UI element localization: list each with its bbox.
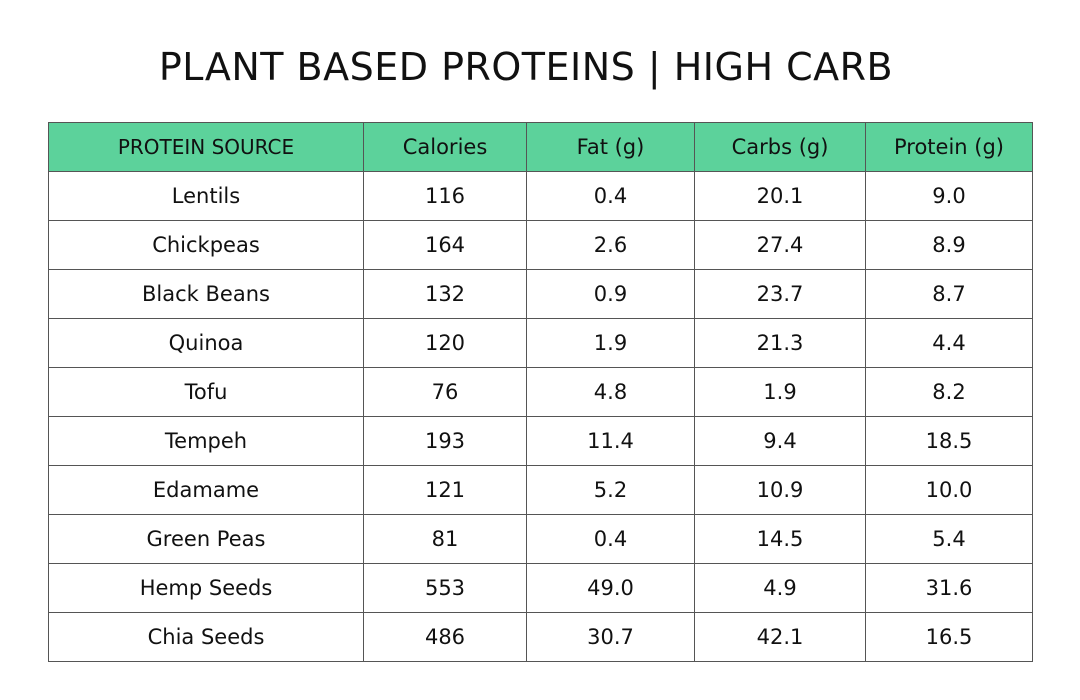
cell-carbs: 42.1 [694, 612, 866, 662]
cell-calories: 76 [363, 367, 527, 417]
protein-table-container: PROTEIN SOURCE Calories Fat (g) Carbs (g… [48, 122, 1033, 662]
cell-protein: 8.9 [865, 220, 1033, 270]
cell-source: Chia Seeds [48, 612, 364, 662]
cell-carbs: 27.4 [694, 220, 866, 270]
cell-protein: 5.4 [865, 514, 1033, 564]
table-row: Hemp Seeds 553 49.0 4.9 31.6 [48, 563, 1033, 613]
cell-protein: 8.7 [865, 269, 1033, 319]
cell-calories: 132 [363, 269, 527, 319]
cell-carbs: 1.9 [694, 367, 866, 417]
cell-source: Tofu [48, 367, 364, 417]
cell-fat: 30.7 [526, 612, 695, 662]
cell-protein: 9.0 [865, 171, 1033, 221]
table-row: Quinoa 120 1.9 21.3 4.4 [48, 318, 1033, 368]
protein-table: PROTEIN SOURCE Calories Fat (g) Carbs (g… [48, 122, 1033, 662]
page-title: PLANT BASED PROTEINS | HIGH CARB [158, 45, 894, 89]
cell-protein: 10.0 [865, 465, 1033, 515]
cell-protein: 16.5 [865, 612, 1033, 662]
cell-protein: 18.5 [865, 416, 1033, 466]
cell-source: Hemp Seeds [48, 563, 364, 613]
cell-source: Chickpeas [48, 220, 364, 270]
table-row: Black Beans 132 0.9 23.7 8.7 [48, 269, 1033, 319]
cell-source: Edamame [48, 465, 364, 515]
cell-protein: 8.2 [865, 367, 1033, 417]
cell-carbs: 20.1 [694, 171, 866, 221]
cell-carbs: 9.4 [694, 416, 866, 466]
cell-calories: 121 [363, 465, 527, 515]
header-carbs: Carbs (g) [694, 122, 866, 172]
cell-calories: 116 [363, 171, 527, 221]
cell-source: Quinoa [48, 318, 364, 368]
header-protein: Protein (g) [865, 122, 1033, 172]
cell-fat: 0.4 [526, 514, 695, 564]
cell-carbs: 23.7 [694, 269, 866, 319]
table-row: Tofu 76 4.8 1.9 8.2 [48, 367, 1033, 417]
cell-fat: 0.4 [526, 171, 695, 221]
table-row: Tempeh 193 11.4 9.4 18.5 [48, 416, 1033, 466]
cell-calories: 553 [363, 563, 527, 613]
cell-source: Green Peas [48, 514, 364, 564]
header-protein-source: PROTEIN SOURCE [48, 122, 364, 172]
cell-fat: 0.9 [526, 269, 695, 319]
cell-source: Tempeh [48, 416, 364, 466]
cell-calories: 81 [363, 514, 527, 564]
table-row: Lentils 116 0.4 20.1 9.0 [48, 171, 1033, 221]
cell-carbs: 21.3 [694, 318, 866, 368]
header-fat: Fat (g) [526, 122, 695, 172]
cell-protein: 31.6 [865, 563, 1033, 613]
cell-fat: 2.6 [526, 220, 695, 270]
table-row: Chia Seeds 486 30.7 42.1 16.5 [48, 612, 1033, 662]
table-row: Edamame 121 5.2 10.9 10.0 [48, 465, 1033, 515]
table-row: Green Peas 81 0.4 14.5 5.4 [48, 514, 1033, 564]
cell-carbs: 10.9 [694, 465, 866, 515]
table-header: PROTEIN SOURCE Calories Fat (g) Carbs (g… [48, 122, 1033, 172]
cell-carbs: 14.5 [694, 514, 866, 564]
cell-calories: 164 [363, 220, 527, 270]
cell-source: Lentils [48, 171, 364, 221]
cell-fat: 5.2 [526, 465, 695, 515]
cell-carbs: 4.9 [694, 563, 866, 613]
cell-calories: 120 [363, 318, 527, 368]
header-row: PROTEIN SOURCE Calories Fat (g) Carbs (g… [48, 122, 1033, 172]
cell-fat: 4.8 [526, 367, 695, 417]
cell-protein: 4.4 [865, 318, 1033, 368]
cell-fat: 1.9 [526, 318, 695, 368]
cell-source: Black Beans [48, 269, 364, 319]
cell-calories: 486 [363, 612, 527, 662]
cell-fat: 49.0 [526, 563, 695, 613]
table-body: Lentils 116 0.4 20.1 9.0 Chickpeas 164 2… [48, 171, 1033, 662]
table-row: Chickpeas 164 2.6 27.4 8.9 [48, 220, 1033, 270]
header-calories: Calories [363, 122, 527, 172]
cell-fat: 11.4 [526, 416, 695, 466]
cell-calories: 193 [363, 416, 527, 466]
